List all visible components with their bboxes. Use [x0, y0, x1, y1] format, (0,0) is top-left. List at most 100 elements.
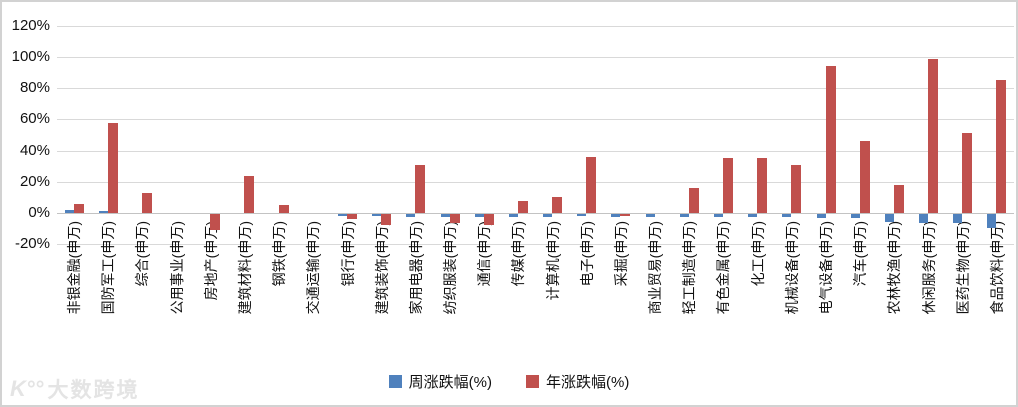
bar-year — [791, 164, 802, 213]
x-axis-label: 家用电器(申万) — [407, 221, 424, 315]
y-axis-tick: 120% — [11, 16, 50, 34]
x-axis-label: 轻工制造(申万) — [681, 221, 698, 315]
bar-year — [347, 214, 358, 219]
y-axis-tick: 40% — [19, 141, 50, 159]
bar-week — [508, 214, 518, 218]
bar-year — [278, 205, 289, 213]
bar-year — [962, 133, 973, 213]
bar-week — [884, 214, 894, 222]
x-axis-label: 纺织服装(申万) — [442, 221, 459, 315]
bar-week — [748, 214, 758, 218]
x-axis-label: 非银金融(申万) — [66, 221, 83, 315]
watermark-text: 大数跨境 — [47, 379, 140, 402]
bar-week — [98, 211, 108, 213]
y-axis-tick: 100% — [11, 48, 50, 65]
gridline — [57, 57, 1014, 58]
bar-week — [850, 214, 860, 218]
x-axis-label: 传媒(申万) — [510, 221, 527, 287]
watermark: K°° 大数跨境 — [10, 374, 139, 404]
y-axis-tick: 0% — [28, 204, 50, 221]
bar-year — [757, 158, 768, 213]
gridline — [57, 88, 1014, 90]
x-axis-label: 休闲服务(申万) — [920, 221, 937, 315]
bar-week — [679, 214, 689, 218]
gridline — [57, 181, 1014, 183]
bar-week — [338, 214, 348, 216]
gridline — [57, 244, 1014, 246]
x-axis-label: 通信(申万) — [476, 221, 493, 287]
watermark-logo-icon: K°° — [10, 376, 44, 401]
gridline — [57, 25, 1014, 27]
x-axis-label: 钢铁(申万) — [271, 221, 288, 287]
x-axis-label: 医药生物(申万) — [954, 221, 971, 315]
bar-week — [919, 214, 929, 223]
x-axis-line — [57, 213, 1014, 214]
bar-year — [688, 188, 699, 213]
bar-year — [893, 184, 904, 213]
y-axis-tick: 80% — [19, 79, 50, 97]
y-axis-tick: -20% — [14, 235, 50, 253]
legend-label-week: 周涨跌幅(%) — [408, 373, 492, 391]
bar-week — [64, 209, 74, 213]
bar-year — [825, 66, 836, 213]
bar-year — [107, 122, 118, 213]
bar-year — [620, 214, 631, 216]
x-axis-label: 国防军工(申万) — [100, 221, 117, 315]
bar-year — [722, 158, 733, 213]
bar-week — [782, 214, 792, 218]
bar-year — [483, 214, 494, 225]
x-axis-label: 机械设备(申万) — [783, 221, 800, 315]
bar-year — [210, 214, 221, 230]
bar-week — [372, 214, 382, 217]
bar-year — [244, 175, 255, 213]
x-axis-label: 交通运输(申万) — [305, 221, 322, 315]
bar-week — [816, 214, 826, 218]
x-axis-label: 公用事业(申万) — [168, 221, 185, 315]
x-axis-label: 化工(申万) — [749, 221, 766, 287]
bar-week — [953, 214, 963, 224]
bar-year — [449, 214, 460, 224]
bar-week — [474, 214, 484, 218]
y-axis-tick: 60% — [19, 110, 50, 128]
gridline — [57, 150, 1014, 152]
x-axis-label: 房地产(申万) — [202, 221, 219, 301]
bar-year — [381, 214, 392, 225]
bar-week — [406, 214, 416, 218]
bar-year — [996, 80, 1007, 213]
x-axis-label: 农林牧渔(申万) — [886, 221, 903, 315]
x-axis-label: 综合(申万) — [134, 221, 151, 287]
x-axis-label: 有色金属(申万) — [715, 221, 732, 315]
legend-item-week: 周涨跌幅(%) — [388, 371, 492, 392]
bar-week — [543, 214, 553, 218]
week-series-swatch — [388, 374, 402, 388]
bar-week — [713, 214, 723, 218]
x-axis-label: 计算机(申万) — [544, 221, 561, 301]
gridline — [57, 119, 1014, 121]
x-axis-label: 商业贸易(申万) — [647, 221, 664, 315]
bar-year — [141, 192, 152, 213]
x-axis-label: 建筑材料(申万) — [236, 221, 253, 315]
bar-week — [577, 214, 587, 217]
x-axis-label: 银行(申万) — [339, 221, 356, 287]
bar-week — [645, 214, 655, 218]
legend: 周涨跌幅(%) 年涨跌幅(%) — [2, 368, 1016, 394]
bar-year — [859, 141, 870, 213]
x-axis-label: 采掘(申万) — [612, 221, 629, 287]
y-axis-tick: 20% — [19, 172, 50, 190]
bar-year — [928, 58, 939, 213]
bar-week — [440, 214, 450, 218]
x-axis-label: 建筑装饰(申万) — [373, 221, 390, 315]
year-series-swatch — [526, 374, 539, 388]
legend-item-year: 年涨跌幅(%) — [526, 371, 629, 392]
bar-year — [73, 203, 84, 213]
bar-year — [552, 197, 563, 213]
x-axis-label: 电气设备(申万) — [818, 221, 835, 315]
x-axis-label: 汽车(申万) — [852, 221, 869, 287]
legend-label-year: 年涨跌幅(%) — [546, 373, 630, 391]
bar-year — [415, 164, 426, 213]
bar-week — [987, 214, 997, 229]
bar-year — [517, 200, 528, 213]
bar-year — [586, 156, 597, 213]
bar-week — [611, 214, 621, 218]
